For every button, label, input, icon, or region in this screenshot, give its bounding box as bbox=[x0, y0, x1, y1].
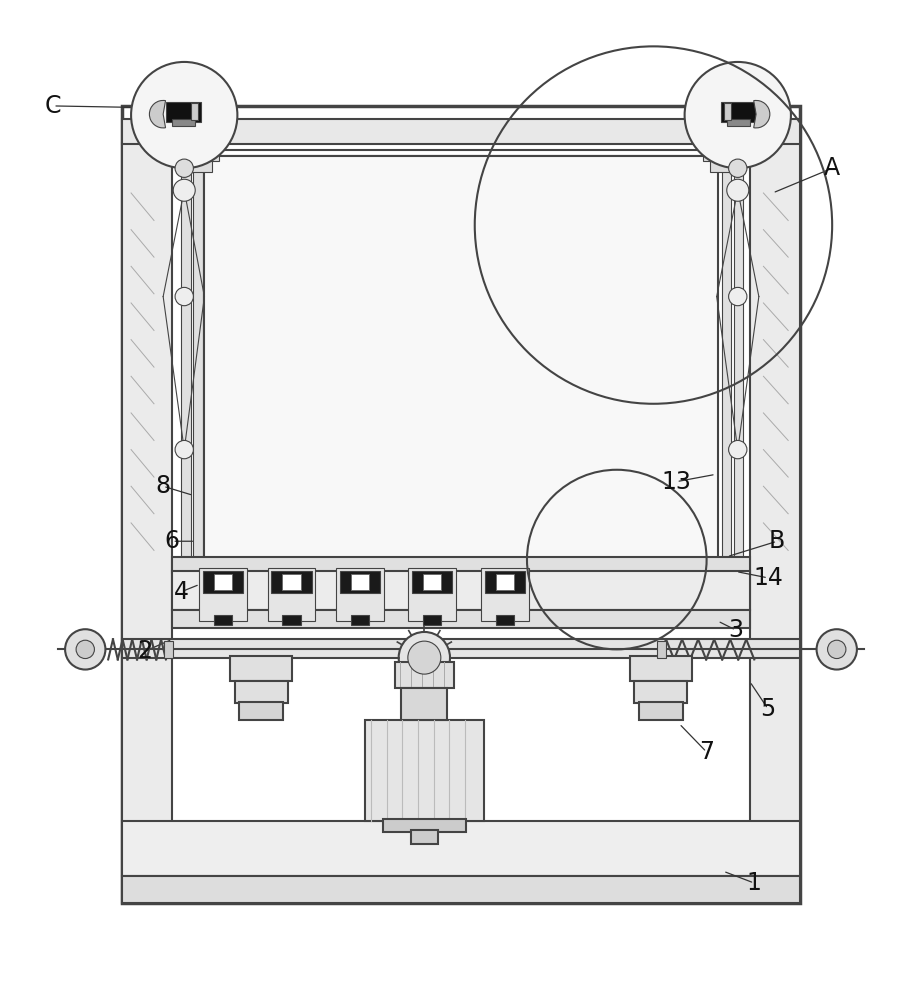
Bar bbox=[172, 610, 750, 628]
Text: 13: 13 bbox=[661, 470, 692, 494]
Bar bbox=[122, 106, 800, 903]
Bar bbox=[122, 821, 800, 876]
Bar bbox=[214, 574, 232, 590]
Bar bbox=[395, 662, 454, 688]
Circle shape bbox=[828, 640, 845, 659]
Text: C: C bbox=[45, 94, 62, 118]
Text: 1: 1 bbox=[747, 871, 762, 895]
Wedge shape bbox=[149, 100, 166, 128]
Circle shape bbox=[173, 179, 195, 201]
Bar bbox=[496, 615, 514, 625]
Bar bbox=[214, 615, 232, 625]
Bar bbox=[496, 574, 514, 590]
Bar bbox=[164, 641, 173, 658]
Text: 7: 7 bbox=[699, 740, 715, 764]
Text: 8: 8 bbox=[156, 474, 171, 498]
Bar bbox=[481, 568, 529, 621]
Bar bbox=[384, 819, 466, 832]
Bar bbox=[411, 571, 452, 593]
Wedge shape bbox=[753, 100, 770, 128]
Circle shape bbox=[728, 159, 747, 177]
Bar bbox=[203, 571, 242, 593]
Circle shape bbox=[727, 179, 749, 201]
Bar bbox=[282, 615, 301, 625]
Text: 2: 2 bbox=[137, 639, 152, 663]
Circle shape bbox=[175, 287, 194, 306]
Circle shape bbox=[685, 62, 791, 168]
Text: 3: 3 bbox=[728, 618, 743, 642]
Circle shape bbox=[817, 629, 857, 670]
Bar bbox=[122, 143, 172, 903]
Bar bbox=[230, 656, 292, 681]
Bar bbox=[271, 571, 312, 593]
Bar bbox=[122, 876, 800, 903]
Bar bbox=[267, 568, 315, 621]
Bar bbox=[282, 574, 301, 590]
Bar bbox=[351, 574, 370, 590]
Bar bbox=[199, 568, 246, 621]
Bar bbox=[408, 568, 455, 621]
Text: 6: 6 bbox=[165, 529, 180, 553]
Bar bbox=[172, 119, 195, 126]
Bar bbox=[194, 152, 203, 564]
Text: A: A bbox=[824, 156, 840, 180]
Circle shape bbox=[398, 632, 450, 683]
Circle shape bbox=[728, 287, 747, 306]
Bar bbox=[173, 150, 219, 161]
Bar bbox=[172, 557, 750, 573]
Bar bbox=[122, 119, 800, 144]
Circle shape bbox=[77, 640, 94, 659]
Bar bbox=[750, 143, 800, 903]
Bar bbox=[239, 702, 283, 720]
Bar bbox=[634, 681, 688, 703]
Bar bbox=[351, 615, 370, 625]
Circle shape bbox=[175, 159, 194, 177]
Text: 4: 4 bbox=[174, 580, 189, 604]
Bar bbox=[722, 152, 731, 564]
Text: B: B bbox=[769, 529, 786, 553]
Bar bbox=[122, 639, 800, 658]
Bar bbox=[657, 641, 667, 658]
Circle shape bbox=[408, 641, 441, 674]
Bar bbox=[191, 103, 198, 120]
Bar bbox=[639, 702, 683, 720]
Bar bbox=[180, 161, 212, 172]
Bar bbox=[727, 119, 750, 126]
Bar bbox=[422, 574, 441, 590]
Bar bbox=[710, 161, 742, 172]
Text: 14: 14 bbox=[753, 566, 783, 590]
Bar bbox=[721, 102, 756, 122]
Bar bbox=[182, 152, 191, 564]
Bar bbox=[485, 571, 526, 593]
Bar bbox=[234, 681, 288, 703]
Bar bbox=[734, 152, 743, 564]
Bar bbox=[724, 103, 731, 120]
Circle shape bbox=[728, 440, 747, 459]
Circle shape bbox=[175, 440, 194, 459]
Bar bbox=[365, 720, 484, 821]
Bar bbox=[172, 571, 750, 610]
Bar bbox=[401, 688, 447, 720]
Bar bbox=[630, 656, 692, 681]
Bar bbox=[422, 615, 441, 625]
Bar bbox=[340, 571, 381, 593]
Text: 5: 5 bbox=[761, 697, 775, 721]
Circle shape bbox=[131, 62, 237, 168]
Circle shape bbox=[65, 629, 105, 670]
Bar bbox=[205, 156, 717, 564]
Bar bbox=[337, 568, 384, 621]
Bar bbox=[703, 150, 749, 161]
Bar bbox=[166, 102, 201, 122]
Bar bbox=[410, 830, 438, 844]
